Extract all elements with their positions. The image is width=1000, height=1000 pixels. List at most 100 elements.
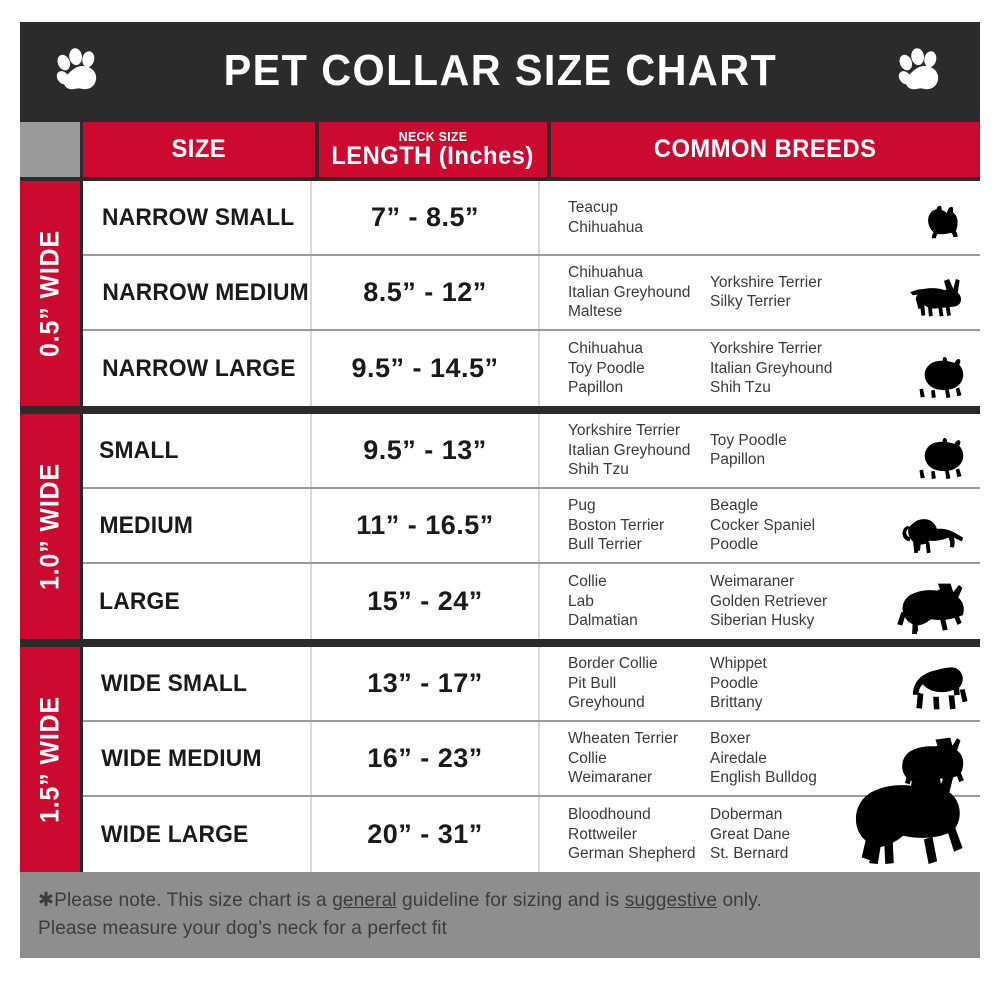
cell-neck-length: 9.5” - 13” bbox=[312, 414, 540, 487]
breed-column: Yorkshire Terrier Italian Greyhound Shih T… bbox=[568, 421, 710, 480]
beagle-silhouette-icon bbox=[888, 507, 972, 562]
size-name-text: WIDE LARGE bbox=[100, 820, 249, 848]
cell-neck-length: 16” - 23” bbox=[312, 722, 540, 795]
breed-name: English Bulldog bbox=[710, 769, 817, 787]
cell-neck-length: 15” - 24” bbox=[312, 564, 540, 639]
breed-name: Great Dane bbox=[710, 825, 791, 843]
breed-columns: Border Collie Pit Bull Greyhound Whippet Poo… bbox=[568, 654, 860, 713]
breed-columns: Yorkshire Terrier Italian Greyhound Shih T… bbox=[568, 421, 860, 480]
cell-common-breeds: Wheaten Terrier Collie Weimaraner Boxer Aire… bbox=[540, 722, 980, 795]
breed-column: Wheaten Terrier Collie Weimaraner bbox=[568, 729, 710, 788]
breed-name: Airedale bbox=[710, 749, 767, 767]
header-label-breeds: COMMON BREEDS bbox=[654, 135, 877, 163]
paw-print-icon bbox=[52, 44, 106, 98]
size-name-text: SMALL bbox=[99, 436, 179, 464]
breed-name: Pug bbox=[568, 496, 596, 514]
size-name-text: NARROW SMALL bbox=[102, 203, 295, 231]
breed-name: Chihuahua bbox=[568, 339, 643, 357]
breed-name: Weimaraner bbox=[710, 572, 795, 590]
header-corner-cell bbox=[20, 122, 80, 177]
table-row: WIDE MEDIUM 16” - 23” Wheaten Terrier Colli… bbox=[83, 722, 980, 797]
group-width-label-text: 1.5” WIDE bbox=[34, 696, 65, 823]
size-group: 1.5” WIDE WIDE SMALL 13” - 17” Border Colli… bbox=[20, 647, 980, 872]
breed-name: Yorkshire Terrier bbox=[710, 339, 822, 357]
table-row: MEDIUM 11” - 16.5” Pug Boston Terrier Bull T… bbox=[83, 489, 980, 564]
size-group: 0.5” WIDE NARROW SMALL 7” - 8.5” Teacup Chih… bbox=[20, 181, 980, 406]
group-width-label-text: 1.0” WIDE bbox=[34, 463, 65, 590]
cell-common-breeds: Bloodhound Rottweiler German Shepherd Dober… bbox=[540, 765, 980, 872]
table-groups: 0.5” WIDE NARROW SMALL 7” - 8.5” Teacup Chih… bbox=[20, 181, 980, 872]
cell-size-name: WIDE MEDIUM bbox=[83, 722, 312, 795]
breed-name: Golden Retriever bbox=[710, 592, 828, 610]
breed-name: German Shepherd bbox=[568, 845, 696, 863]
footer-emphasis-suggestive: suggestive bbox=[624, 889, 718, 911]
group-separator bbox=[20, 406, 980, 410]
breed-column: Doberman Great Dane St. Bernard bbox=[710, 805, 860, 864]
cell-neck-length: 8.5” - 12” bbox=[312, 256, 540, 329]
cell-size-name: NARROW LARGE bbox=[83, 331, 312, 406]
breed-name: Poodle bbox=[710, 536, 759, 554]
breed-column: Whippet Poodle Brittany bbox=[710, 654, 860, 713]
size-name-text: WIDE MEDIUM bbox=[101, 744, 262, 772]
group-rows: NARROW SMALL 7” - 8.5” Teacup Chihuahua NARR… bbox=[83, 181, 980, 406]
breed-name: Collie bbox=[568, 572, 607, 590]
table-row: NARROW LARGE 9.5” - 14.5” Chihuahua Toy Poo… bbox=[83, 331, 980, 406]
group-rows: WIDE SMALL 13” - 17” Border Collie Pit Bull… bbox=[83, 647, 980, 872]
size-name-text: NARROW LARGE bbox=[102, 354, 296, 382]
cell-common-breeds: Border Collie Pit Bull Greyhound Whippet Poo… bbox=[540, 647, 980, 720]
breed-columns: Chihuahua Italian Greyhound Maltese Yorkshi… bbox=[568, 263, 860, 322]
breed-name: Italian Greyhound bbox=[568, 283, 691, 301]
size-group: 1.0” WIDE SMALL 9.5” - 13” Yorkshire Terrie… bbox=[20, 414, 980, 639]
boxer-silhouette-icon bbox=[884, 734, 972, 795]
pomeranian-silhouette-icon bbox=[902, 434, 972, 487]
breed-name: Collie bbox=[568, 749, 607, 767]
cell-common-breeds: Chihuahua Italian Greyhound Maltese Yorkshi… bbox=[540, 256, 980, 329]
cell-neck-length: 13” - 17” bbox=[312, 647, 540, 720]
breed-name: Maltese bbox=[568, 303, 623, 321]
header-label-length: LENGTH (Inches) bbox=[331, 142, 535, 170]
cell-common-breeds: Chihuahua Toy Poodle Papillon Yorkshire Ter… bbox=[540, 331, 980, 406]
breed-name: St. Bernard bbox=[710, 845, 789, 863]
table-row: SMALL 9.5” - 13” Yorkshire Terrier Italian … bbox=[83, 414, 980, 489]
bulldog-silhouette-icon bbox=[886, 659, 972, 720]
size-name-text: MEDIUM bbox=[99, 511, 194, 539]
group-width-label: 1.5” WIDE bbox=[20, 647, 80, 872]
breed-name: Yorkshire Terrier bbox=[568, 421, 680, 439]
breed-columns: Pug Boston Terrier Bull Terrier Beagle Cocke… bbox=[568, 496, 860, 555]
breed-column: Chihuahua Italian Greyhound Maltese bbox=[568, 263, 710, 322]
footer-note: ✱Please note. This size chart is a gener… bbox=[20, 872, 980, 958]
yorkshire-terrier-silhouette-icon bbox=[900, 201, 972, 254]
cell-size-name: MEDIUM bbox=[83, 489, 312, 562]
breed-name: Whippet bbox=[710, 654, 767, 672]
footer-emphasis-general: general bbox=[332, 889, 397, 911]
breed-name: Siberian Husky bbox=[710, 612, 815, 630]
breed-name: Boxer bbox=[710, 729, 751, 747]
breed-name: Chihuahua bbox=[568, 218, 643, 236]
breed-name: Toy Poodle bbox=[710, 431, 787, 449]
table-row: WIDE LARGE 20” - 31” Bloodhound Rottweiler G… bbox=[83, 765, 980, 872]
breed-name: Shih Tzu bbox=[710, 379, 771, 397]
cell-size-name: NARROW SMALL bbox=[83, 181, 312, 254]
breed-columns: Wheaten Terrier Collie Weimaraner Boxer Aire… bbox=[568, 729, 860, 788]
breed-column: Yorkshire Terrier Silky Terrier bbox=[710, 263, 860, 322]
footer-line-1: ✱Please note. This size chart is a gener… bbox=[38, 889, 762, 911]
table-header-row: SIZE NECK SIZE LENGTH (Inches) COMMON BR… bbox=[20, 119, 980, 177]
group-rows: SMALL 9.5” - 13” Yorkshire Terrier Italian … bbox=[83, 414, 980, 639]
breed-name: Wheaten Terrier bbox=[568, 729, 678, 747]
size-name-text: LARGE bbox=[99, 587, 180, 615]
pomeranian-silhouette-icon bbox=[902, 353, 972, 406]
table-row: NARROW SMALL 7” - 8.5” Teacup Chihuahua bbox=[83, 181, 980, 256]
breed-name: Toy Poodle bbox=[568, 359, 645, 377]
group-width-label: 1.0” WIDE bbox=[20, 414, 80, 639]
table-row: LARGE 15” - 24” Collie Lab Dalmatian Weimaran… bbox=[83, 564, 980, 639]
breed-columns: Bloodhound Rottweiler German Shepherd Dober… bbox=[568, 805, 860, 864]
breed-name: Lab bbox=[568, 592, 594, 610]
cell-neck-length: 20” - 31” bbox=[312, 797, 540, 872]
group-separator bbox=[20, 639, 980, 643]
breed-name: Poodle bbox=[710, 674, 759, 692]
group-width-label-text: 0.5” WIDE bbox=[34, 230, 65, 357]
breed-name: Greyhound bbox=[568, 694, 645, 712]
breed-column: Weimaraner Golden Retriever Siberian Husky bbox=[710, 572, 860, 631]
breed-name: Italian Greyhound bbox=[568, 441, 691, 459]
breed-name: Boston Terrier bbox=[568, 516, 665, 534]
